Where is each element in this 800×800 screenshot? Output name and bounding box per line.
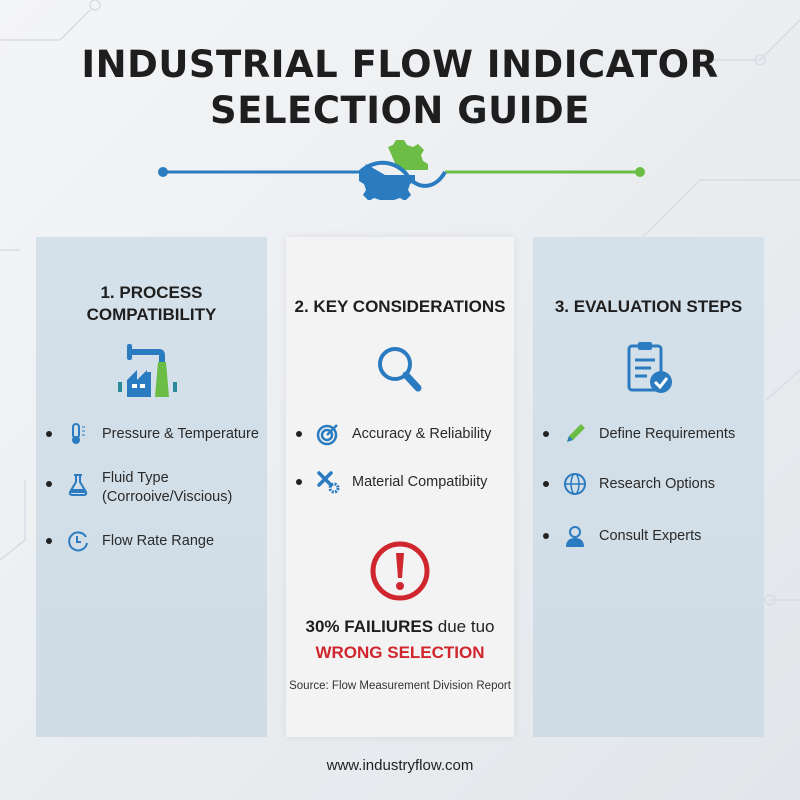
list-item: Define Requirements [543, 424, 735, 446]
source-note: Source: Flow Measurement Division Report [289, 680, 511, 692]
bullet [46, 481, 52, 487]
panel-heading: 2. KEY CONSIDERATIONS [294, 297, 506, 316]
bullet [543, 481, 549, 487]
bullet [543, 533, 549, 539]
page-title: INDUSTRIAL FLOW INDICATOR SELECTION GUID… [81, 43, 719, 132]
list-item: Flow Rate Range [46, 531, 214, 553]
bullet [296, 479, 302, 485]
list-item: Material Compatibiity [296, 471, 487, 494]
bullet [296, 431, 302, 437]
thermometer-icon [72, 423, 85, 444]
bullet [46, 431, 52, 437]
clock-icon [68, 531, 88, 552]
target-icon [316, 424, 338, 446]
clipboard-check-icon [627, 342, 672, 393]
list-item: Fluid Type (Corrooive/Viscious) [46, 469, 232, 507]
pencil-icon [567, 424, 585, 442]
panel-process-compatibility: 1. PROCESS COMPATIBILITY Pressure & Temp… [36, 237, 267, 737]
panel-key-considerations: 2. KEY CONSIDERATIONS Accuracy & Reliabi… [286, 237, 514, 737]
tools-icon [317, 471, 340, 494]
globe-icon [564, 473, 586, 495]
factory-icon [117, 344, 177, 397]
list-item: Consult Experts [543, 526, 701, 548]
panel-evaluation-steps: 3. EVALUATION STEPS Define Requirements … [533, 237, 764, 737]
magnifier-icon [378, 347, 422, 392]
bullet [46, 538, 52, 544]
list-item: Accuracy & Reliability [296, 424, 491, 446]
panel-heading: 1. PROCESS COMPATIBILITY [86, 283, 217, 324]
list-item: Pressure & Temperature [46, 423, 259, 446]
exclamation-icon [370, 541, 430, 601]
failure-stat: 30% FAILIURES due tuo [305, 617, 495, 636]
flask-icon [68, 474, 88, 496]
wrong-selection-highlight: WRONG SELECTION [315, 643, 485, 662]
footer-url[interactable]: www.industryflow.com [326, 757, 474, 774]
user-icon [566, 526, 584, 547]
gear-icon [359, 140, 428, 200]
gear-flow-divider [158, 140, 645, 200]
panel-heading: 3. EVALUATION STEPS [554, 297, 743, 316]
list-item: Research Options [543, 473, 715, 496]
bullet [543, 431, 549, 437]
